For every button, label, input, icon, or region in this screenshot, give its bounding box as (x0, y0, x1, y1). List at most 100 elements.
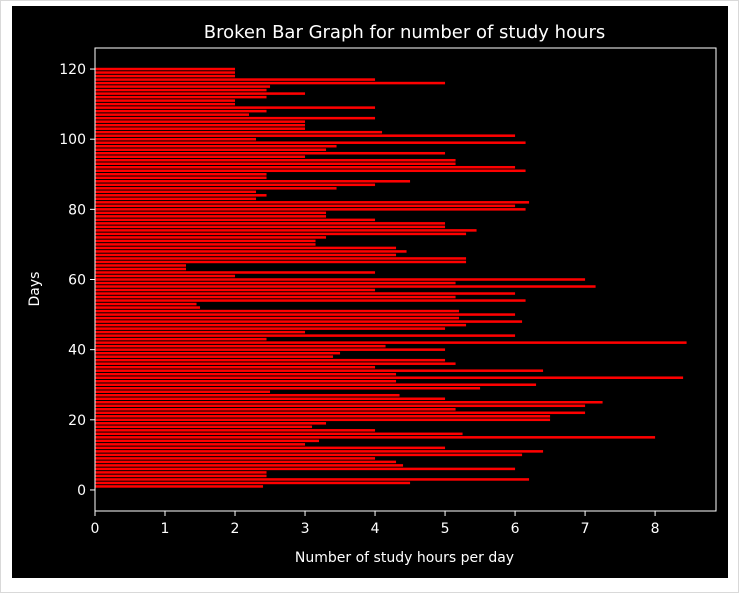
bar (95, 88, 267, 92)
bar (95, 309, 460, 313)
bar (95, 323, 467, 327)
bar (95, 281, 456, 285)
bar (95, 194, 267, 197)
bar (95, 155, 306, 158)
x-tick-label: 3 (301, 521, 310, 537)
bar (95, 204, 516, 208)
bar (95, 443, 306, 446)
x-tick-label: 0 (91, 521, 100, 537)
bar (95, 158, 456, 162)
bar (95, 123, 306, 127)
x-tick-label: 8 (651, 521, 660, 537)
bar (95, 116, 376, 120)
bar (95, 92, 306, 95)
bar (95, 78, 376, 81)
bar (95, 141, 526, 144)
bar (95, 432, 463, 436)
bar (95, 236, 327, 239)
x-tick-label: 5 (441, 521, 450, 537)
bar (95, 478, 530, 481)
bar (95, 187, 337, 190)
bar (95, 208, 526, 211)
bar (95, 408, 456, 411)
bar (95, 173, 267, 176)
bar (95, 467, 516, 471)
bar (95, 264, 187, 267)
bar (95, 253, 397, 257)
bar (95, 271, 376, 274)
bar (95, 278, 586, 281)
bar (95, 85, 271, 88)
bar (95, 358, 446, 362)
bar (95, 81, 446, 85)
bar (95, 485, 264, 488)
bar (95, 393, 400, 397)
bar (95, 306, 201, 309)
bar (95, 246, 397, 250)
bar (95, 313, 516, 316)
x-tick-label: 6 (511, 521, 520, 537)
bar (95, 439, 320, 443)
bar (95, 113, 250, 116)
bar (95, 148, 327, 151)
y-tick-label: 120 (59, 62, 86, 78)
bar (95, 190, 257, 194)
bar (95, 71, 236, 74)
y-tick-label: 0 (77, 483, 86, 499)
bar (95, 474, 267, 478)
bar (95, 127, 306, 130)
bar (95, 397, 446, 401)
bar (95, 176, 267, 180)
bar (95, 137, 257, 141)
bar (95, 292, 516, 295)
bar (95, 260, 467, 264)
bar (95, 390, 271, 394)
bar (95, 243, 316, 246)
bar (95, 362, 456, 365)
bar (95, 299, 526, 302)
bar (95, 330, 306, 334)
y-axis: 0 20 40 60 80 100 120 (59, 62, 95, 499)
bar (95, 74, 236, 78)
bar (95, 334, 516, 337)
bar (95, 95, 267, 99)
bar (95, 295, 456, 299)
bar (95, 250, 407, 253)
bar (95, 327, 446, 330)
y-tick-label: 100 (59, 132, 86, 148)
x-tick-label: 2 (231, 521, 240, 537)
bar (95, 320, 523, 323)
x-tick-label: 1 (161, 521, 170, 537)
bar (95, 379, 397, 383)
bar (95, 215, 327, 218)
bar (95, 460, 397, 464)
bar (95, 351, 341, 355)
x-tick-label: 7 (581, 521, 590, 537)
x-tick-label: 4 (371, 521, 380, 537)
bar (95, 180, 411, 183)
bar (95, 197, 257, 201)
bar (95, 165, 516, 169)
bar (95, 285, 596, 288)
bar (95, 415, 551, 418)
bar (95, 422, 327, 425)
bar (95, 372, 397, 376)
bar (95, 109, 267, 113)
bar (95, 201, 530, 204)
bar (95, 267, 187, 271)
bar (95, 151, 446, 155)
bar (95, 222, 446, 225)
bar (95, 316, 460, 320)
bar (95, 450, 544, 453)
bar (95, 481, 411, 485)
bar (95, 102, 236, 106)
bar (95, 183, 376, 187)
bar (95, 341, 687, 344)
bar (95, 365, 376, 369)
bar (95, 386, 481, 390)
bar (95, 169, 526, 173)
chart-background (12, 6, 728, 578)
bar (95, 288, 376, 292)
bar (95, 302, 197, 306)
